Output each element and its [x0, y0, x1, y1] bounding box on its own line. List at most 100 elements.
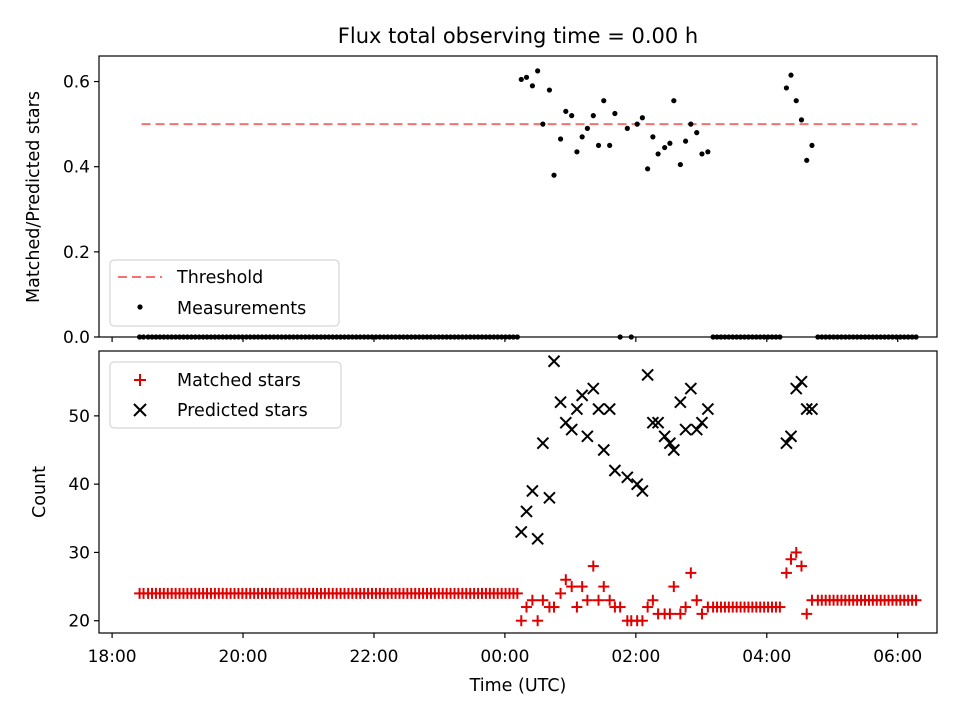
- predicted-star-point: [603, 402, 616, 416]
- bottom-x-ticks: 18:00 20:00 22:00 00:00 02:00 04:00 06:00: [88, 633, 922, 667]
- measurement-point: [607, 142, 613, 149]
- top-y-ticks: 0.0 0.2 0.4 0.6: [63, 73, 99, 348]
- measurement-point: [518, 76, 524, 83]
- matched-star-point: [636, 615, 648, 627]
- matched-star-point: [521, 601, 533, 613]
- measurement-point: [569, 113, 575, 119]
- matched-star-point: [526, 594, 538, 606]
- matched-star-point: [801, 608, 813, 620]
- bottom-y-ticks: 20 30 40 50: [68, 407, 99, 632]
- predicted-star-point: [520, 505, 533, 518]
- measurement-point: [804, 157, 810, 163]
- matched-star-point: [548, 601, 560, 613]
- matched-star-point: [780, 567, 792, 579]
- legend-matched-label: Matched stars: [177, 371, 301, 391]
- measurement-point: [546, 87, 553, 93]
- measurement-point: [601, 98, 607, 104]
- measurement-point: [699, 151, 705, 157]
- predicted-star-point: [526, 484, 539, 498]
- predicted-star-point: [515, 525, 528, 539]
- matched-star-point: [668, 581, 680, 593]
- x-axis-label: Time (UTC): [469, 676, 567, 696]
- matched-star-point: [593, 594, 605, 606]
- measurement-point: [655, 151, 661, 157]
- predicted-star-point: [547, 355, 561, 368]
- matched-star-point: [785, 553, 797, 565]
- predicted-star-point: [674, 396, 687, 409]
- predicted-star-point: [592, 402, 605, 416]
- measurement-point: [645, 166, 651, 172]
- measurement-point: [557, 136, 564, 142]
- y-tick-label: 50: [68, 407, 90, 427]
- y-tick-label: 40: [68, 475, 90, 495]
- matched-star-point: [795, 560, 807, 572]
- legend-measurements-swatch: [137, 304, 143, 310]
- measurement-point: [584, 125, 590, 131]
- matched-star-point: [604, 594, 616, 606]
- matched-star-point: [566, 581, 578, 593]
- measurement-point: [677, 161, 683, 168]
- measurement-point: [612, 110, 618, 117]
- bottom-axes-frame: [98, 350, 938, 634]
- bottom-legend-box: [109, 361, 342, 429]
- measurement-point: [809, 142, 815, 149]
- predicted-star-point: [784, 430, 798, 443]
- measurement-point: [579, 134, 585, 140]
- measurement-point: [639, 115, 645, 121]
- measurement-point: [705, 149, 711, 155]
- legend-threshold-label: Threshold: [176, 268, 263, 288]
- matched-star-point: [571, 601, 583, 613]
- matched-star-point: [774, 601, 786, 613]
- y-tick-label: 30: [68, 543, 90, 563]
- matched-star-point: [647, 594, 659, 606]
- matched-star-point: [614, 601, 626, 613]
- predicted-star-point: [587, 382, 600, 395]
- x-tick-label: 00:00: [480, 647, 529, 667]
- measurement-point: [634, 121, 640, 127]
- matched-star-point: [685, 567, 697, 579]
- predicted-star-point: [531, 532, 544, 545]
- predicted-star-point: [780, 436, 793, 450]
- top-y-axis-label: Matched/Predicted stars: [24, 91, 44, 303]
- predicted-star-point: [658, 430, 671, 443]
- x-tick-label: 02:00: [611, 647, 660, 667]
- legend-predicted-label: Predicted stars: [177, 401, 308, 421]
- y-tick-label: 0.6: [63, 73, 90, 93]
- predicted-star-point: [570, 402, 584, 416]
- measurement-point: [671, 98, 677, 104]
- legend-predicted-swatch: [133, 403, 147, 417]
- legend-measurements-label: Measurements: [177, 299, 306, 319]
- matched-star-point: [532, 615, 544, 627]
- measurement-point: [574, 149, 580, 155]
- predicted-star-point: [641, 368, 654, 382]
- matched-star-point: [511, 587, 523, 599]
- measurement-point: [662, 144, 668, 151]
- measurement-point: [595, 142, 602, 149]
- predicted-stars-points: [515, 355, 819, 545]
- x-tick-label: 20:00: [219, 647, 268, 667]
- y-tick-label: 0.0: [63, 328, 90, 348]
- measurement-point: [788, 72, 794, 78]
- matched-star-point: [598, 581, 610, 593]
- x-tick-label: 22:00: [349, 647, 398, 667]
- predicted-star-point: [597, 443, 610, 457]
- measurement-point: [563, 108, 569, 114]
- predicted-star-point: [795, 375, 808, 388]
- predicted-star-point: [684, 382, 698, 395]
- measurement-point: [535, 68, 541, 74]
- bottom-y-axis-label: Count: [30, 466, 50, 518]
- x-tick-label: 06:00: [873, 647, 922, 667]
- measurement-point: [551, 172, 557, 178]
- measurement-point: [523, 74, 530, 80]
- bottom-panel: 20 30 40 50 18:00 20:00 22:00 00:00 02:00 04:00 0…: [30, 350, 938, 696]
- predicted-star-point: [663, 436, 677, 450]
- predicted-star-point: [690, 423, 703, 436]
- matched-star-point: [537, 594, 549, 606]
- matched-star-point: [664, 608, 676, 620]
- measurement-point: [798, 117, 805, 123]
- matched-star-point: [515, 615, 527, 627]
- measurement-point: [793, 98, 799, 104]
- y-tick-label: 0.4: [63, 158, 90, 178]
- predicted-star-point: [554, 396, 567, 409]
- y-tick-label: 20: [68, 612, 90, 632]
